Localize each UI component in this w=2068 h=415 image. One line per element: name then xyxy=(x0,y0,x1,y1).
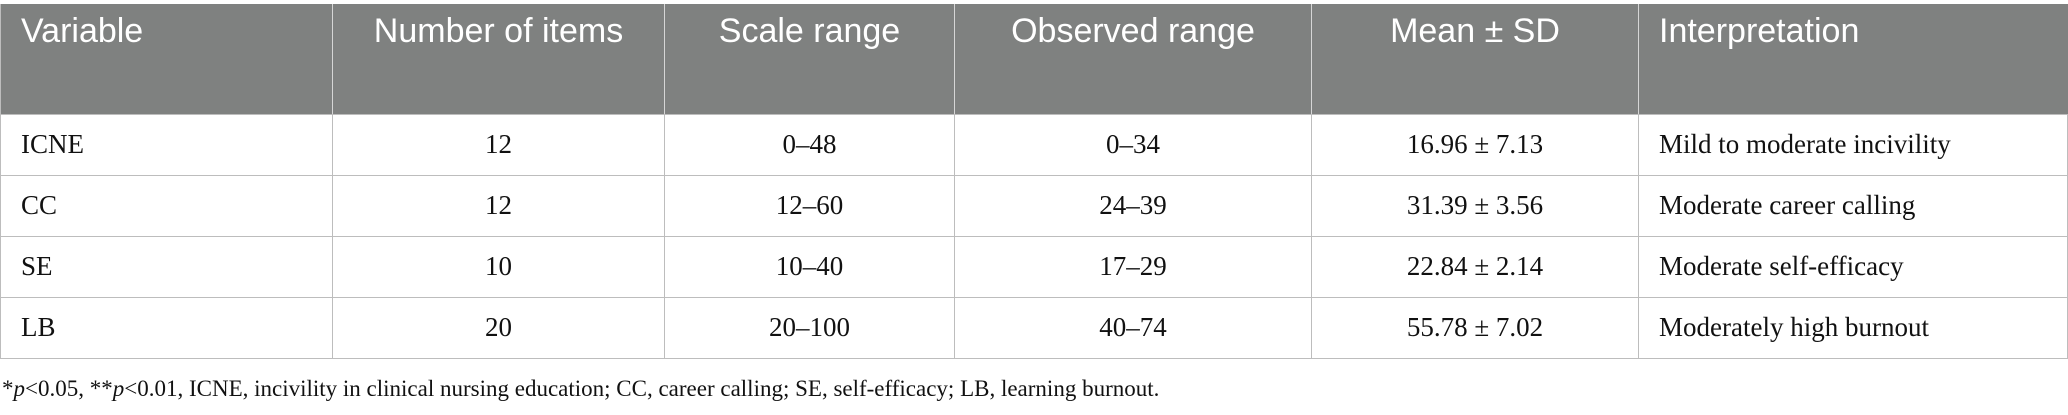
cell-variable: LB xyxy=(0,296,333,359)
table-footnote: *p<0.05, **p<0.01, ICNE, incivility in c… xyxy=(2,376,1159,402)
table-body: ICNE 12 0–48 0–34 16.96 ± 7.13 Mild to m… xyxy=(0,113,2068,359)
footnote-sig1-prefix: * xyxy=(2,376,14,401)
header-interpretation: Interpretation xyxy=(1638,4,2068,115)
cell-interpretation: Moderate career calling xyxy=(1638,174,2068,237)
data-table-container: Variable Number of items Scale range Obs… xyxy=(0,4,2068,359)
cell-number-of-items: 12 xyxy=(332,113,665,176)
header-number-of-items: Number of items xyxy=(332,4,665,115)
cell-mean-sd: 31.39 ± 3.56 xyxy=(1311,174,1639,237)
header-mean-sd: Mean ± SD xyxy=(1311,4,1639,115)
table-header: Variable Number of items Scale range Obs… xyxy=(0,4,2068,115)
cell-number-of-items: 20 xyxy=(332,296,665,359)
cell-observed-range: 17–29 xyxy=(954,235,1312,298)
footnote-p-symbol: p xyxy=(13,376,26,401)
header-observed-range: Observed range xyxy=(954,4,1312,115)
cell-interpretation: Moderately high burnout xyxy=(1638,296,2068,359)
cell-scale-range: 20–100 xyxy=(664,296,955,359)
header-scale-range: Scale range xyxy=(664,4,955,115)
header-row: Variable Number of items Scale range Obs… xyxy=(0,4,2068,115)
cell-variable: ICNE xyxy=(0,113,333,176)
header-variable: Variable xyxy=(0,4,333,115)
table-row: LB 20 20–100 40–74 55.78 ± 7.02 Moderate… xyxy=(0,296,2068,359)
footnote-abbreviations: <0.01, ICNE, incivility in clinical nurs… xyxy=(124,376,1160,401)
cell-mean-sd: 22.84 ± 2.14 xyxy=(1311,235,1639,298)
cell-mean-sd: 55.78 ± 7.02 xyxy=(1311,296,1639,359)
table-row: CC 12 12–60 24–39 31.39 ± 3.56 Moderate … xyxy=(0,174,2068,237)
descriptive-statistics-table: Variable Number of items Scale range Obs… xyxy=(0,4,2068,359)
cell-number-of-items: 12 xyxy=(332,174,665,237)
cell-variable: CC xyxy=(0,174,333,237)
cell-variable: SE xyxy=(0,235,333,298)
cell-interpretation: Mild to moderate incivility xyxy=(1638,113,2068,176)
table-row: ICNE 12 0–48 0–34 16.96 ± 7.13 Mild to m… xyxy=(0,113,2068,176)
cell-scale-range: 10–40 xyxy=(664,235,955,298)
cell-number-of-items: 10 xyxy=(332,235,665,298)
cell-mean-sd: 16.96 ± 7.13 xyxy=(1311,113,1639,176)
table-row: SE 10 10–40 17–29 22.84 ± 2.14 Moderate … xyxy=(0,235,2068,298)
footnote-p-symbol: p xyxy=(112,376,125,401)
cell-observed-range: 40–74 xyxy=(954,296,1312,359)
cell-observed-range: 24–39 xyxy=(954,174,1312,237)
cell-scale-range: 12–60 xyxy=(664,174,955,237)
footnote-sig1-rest: <0.05, ** xyxy=(25,376,113,401)
cell-scale-range: 0–48 xyxy=(664,113,955,176)
cell-interpretation: Moderate self-efficacy xyxy=(1638,235,2068,298)
cell-observed-range: 0–34 xyxy=(954,113,1312,176)
